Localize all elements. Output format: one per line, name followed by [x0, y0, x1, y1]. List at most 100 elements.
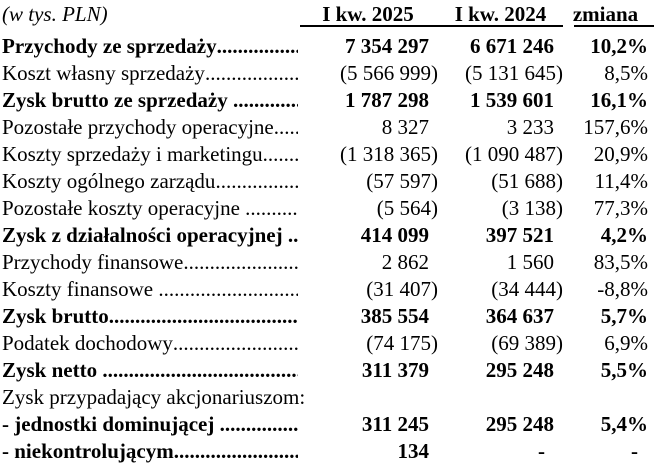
dot-leader: ........................................… [102, 358, 298, 382]
table-row: Zysk z działalności operacyjnej ........… [0, 222, 654, 249]
table-row: Zysk netto .............................… [0, 357, 654, 384]
value-q1-2024: (51 688) [491, 169, 563, 193]
table-row: Zysk przypadający akcjonariuszom: [0, 384, 654, 411]
value-q1-2024: (3 138) [501, 196, 563, 220]
change-value: 5,7% [600, 304, 648, 328]
dot-leader: ........................................… [216, 34, 298, 58]
table-row: Pozostałe koszty operacyjne ............… [0, 195, 654, 222]
row-label: Pozostałe koszty operacyjne [2, 196, 246, 220]
row-label: Zysk z działalności operacyjnej [2, 223, 288, 247]
row-label: Przychody ze sprzedaży [2, 34, 217, 58]
value-q1-2025: (31 407) [366, 277, 438, 301]
table-row: - jednostki dominującej ................… [0, 411, 654, 438]
row-label: Koszty finansowe [2, 277, 159, 301]
row-label: Zysk brutto ze sprzedaży [2, 88, 233, 112]
table-row: Koszty sprzedaży i marketingu...........… [0, 141, 654, 168]
dot-leader: ........................................… [273, 115, 298, 139]
row-label: Zysk netto [2, 358, 103, 382]
change-value: 5,5% [600, 358, 648, 382]
row-label: Zysk brutto [2, 304, 109, 328]
value-q1-2024: 1 560 [506, 250, 554, 274]
change-value [563, 384, 654, 411]
change-value: 16,1% [590, 88, 648, 112]
row-label: Zysk przypadający akcjonariuszom: [2, 385, 306, 409]
table-row: Zysk brutto.............................… [0, 303, 654, 330]
change-value: 10,2% [590, 34, 648, 58]
value-q1-2025: 2 862 [381, 250, 429, 274]
dot-leader: ........................................… [262, 142, 298, 166]
value-q1-2024: 3 233 [506, 115, 554, 139]
value-q1-2024: (34 444) [491, 277, 563, 301]
dot-leader: ........................................… [287, 223, 298, 247]
dot-leader: ........................................… [232, 88, 298, 112]
header-rule-left [300, 25, 563, 27]
change-value: 4,2% [600, 223, 648, 247]
row-label: Podatek dochodowy [2, 331, 173, 355]
table-header-row: (w tys. PLN) I kw. 2025 I kw. 2024 zmian… [0, 4, 654, 33]
change-value: -8,8% [597, 277, 648, 301]
value-q1-2024: (69 389) [491, 331, 563, 355]
row-label: - niekontrolującym [2, 439, 174, 463]
table-row: Zysk brutto ze sprzedaży ...............… [0, 87, 654, 114]
change-value: 11,4% [594, 169, 648, 193]
table-row: - niekontrolującym......................… [0, 438, 654, 465]
dot-leader: ........................................… [219, 412, 298, 436]
value-q1-2025: (1 318 365) [340, 142, 438, 166]
table-row: Koszt własny sprzedaży..................… [0, 60, 654, 87]
change-value: 5,4% [600, 412, 648, 436]
table-row: Podatek dochodowy.......................… [0, 330, 654, 357]
value-q1-2025: 7 354 297 [345, 34, 429, 58]
row-label: - jednostki dominującej [2, 412, 220, 436]
row-label: Koszty sprzedaży i marketingu [2, 142, 263, 166]
dot-leader: ........................................… [183, 250, 298, 274]
row-label: Koszty ogólnego zarządu [2, 169, 216, 193]
table-row: Koszty ogólnego zarządu.................… [0, 168, 654, 195]
header-rule-right [574, 25, 654, 27]
change-value: 157,6% [583, 115, 648, 139]
value-q1-2025: 311 379 [361, 358, 429, 382]
table-row: Przychody finansowe.....................… [0, 249, 654, 276]
value-q1-2024: 397 521 [485, 223, 554, 247]
dot-leader: ........................................… [215, 169, 298, 193]
value-q1-2024: 364 637 [485, 304, 554, 328]
column-header-change: zmiana [572, 2, 639, 26]
row-label: Przychody finansowe [2, 250, 184, 274]
value-q1-2025: (5 566 999) [340, 61, 438, 85]
value-q1-2025: 385 554 [360, 304, 429, 328]
column-header-q1-2024: I kw. 2024 [454, 2, 547, 26]
value-q1-2024: - [538, 439, 545, 463]
value-q1-2025 [298, 384, 438, 411]
table-row: Koszty finansowe .......................… [0, 276, 654, 303]
value-q1-2024: (5 131 645) [465, 61, 563, 85]
change-value: - [631, 439, 638, 463]
dot-leader: ........................................… [172, 331, 298, 355]
dot-leader: ........................................… [245, 196, 298, 220]
value-q1-2024: 295 248 [485, 358, 554, 382]
change-value: 20,9% [593, 142, 648, 166]
change-value: 8,5% [604, 61, 648, 85]
table-body: Przychody ze sprzedaży..................… [0, 33, 654, 465]
row-label: Pozostałe przychody operacyjne [2, 115, 274, 139]
change-value: 77,3% [593, 196, 648, 220]
table-row: Pozostałe przychody operacyjne..........… [0, 114, 654, 141]
change-value: 6,9% [604, 331, 648, 355]
table-row: Przychody ze sprzedaży..................… [0, 33, 654, 60]
dot-leader: ........................................… [173, 439, 298, 463]
value-q1-2025: 1 787 298 [345, 88, 429, 112]
value-q1-2025: (5 564) [376, 196, 438, 220]
value-q1-2025: (74 175) [366, 331, 438, 355]
value-q1-2025: 134 [397, 439, 430, 463]
value-q1-2024: (1 090 487) [465, 142, 563, 166]
value-q1-2024 [438, 384, 563, 411]
row-label: Koszt własny sprzedaży [2, 61, 205, 85]
income-statement-table: (w tys. PLN) I kw. 2025 I kw. 2024 zmian… [0, 4, 654, 465]
value-q1-2024: 295 248 [485, 412, 554, 436]
value-q1-2024: 1 539 601 [470, 88, 554, 112]
column-header-q1-2025: I kw. 2025 [322, 2, 414, 26]
dot-leader: ........................................… [158, 277, 298, 301]
value-q1-2025: 414 099 [360, 223, 429, 247]
dot-leader: ........................................… [204, 61, 298, 85]
change-value: 83,5% [593, 250, 648, 274]
value-q1-2025: (57 597) [366, 169, 438, 193]
